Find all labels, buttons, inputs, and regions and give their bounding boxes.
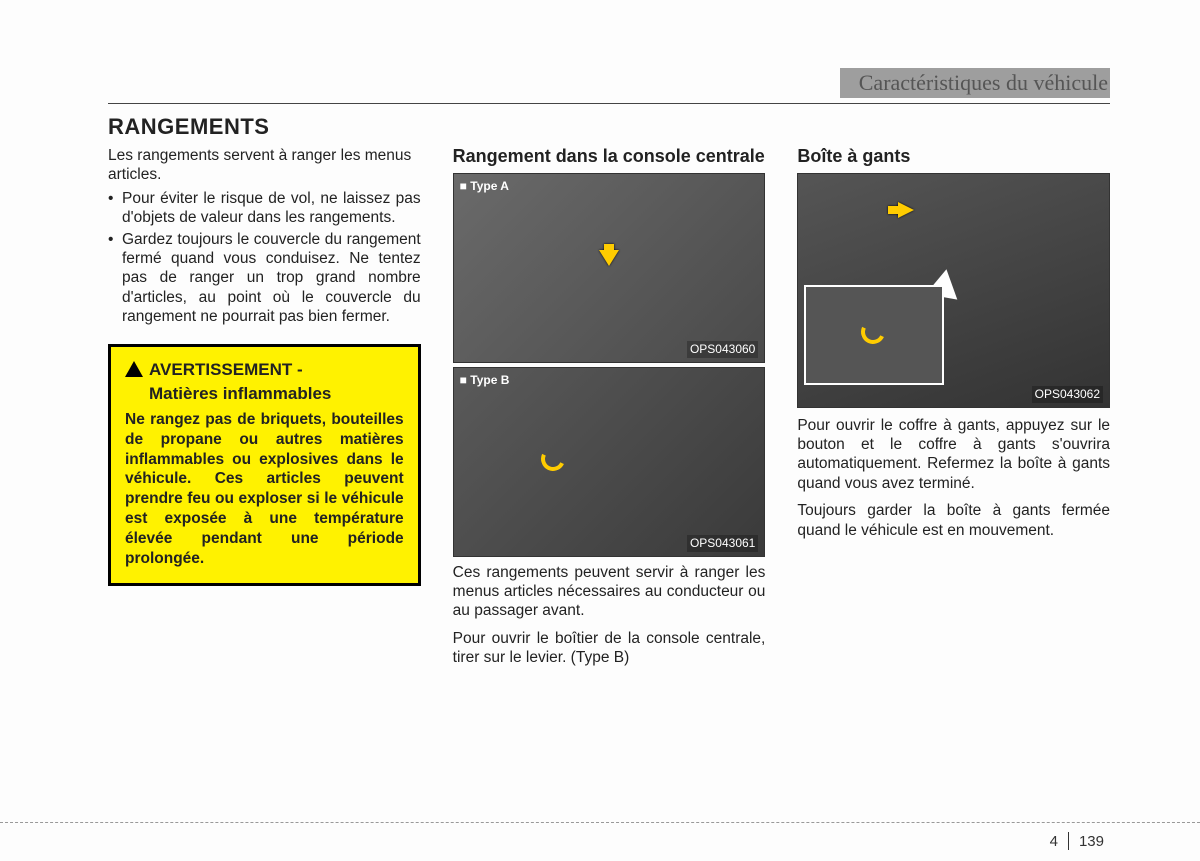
page-header: Caractéristiques du véhicule bbox=[108, 68, 1110, 104]
arrow-right-icon bbox=[898, 202, 914, 218]
warning-subheading: Matières inflammables bbox=[149, 383, 404, 404]
photo-inset bbox=[804, 285, 944, 385]
bullet-item: Gardez toujours le couvercle du rangemen… bbox=[108, 230, 421, 327]
main-title: RANGEMENTS bbox=[108, 114, 1110, 140]
col2-heading: Rangement dans la console centrale bbox=[453, 146, 766, 167]
col3-paragraph-2: Toujours garder la boîte à gants fermée … bbox=[797, 501, 1110, 540]
col3-paragraph-1: Pour ouvrir le coffre à gants, appuyez s… bbox=[797, 416, 1110, 494]
page-footer: 4 139 bbox=[1050, 832, 1104, 850]
arrow-down-icon bbox=[599, 250, 619, 266]
header-rule bbox=[108, 103, 1110, 104]
photo-code: OPS043062 bbox=[1032, 386, 1103, 403]
photo-type-label: ■ Type B bbox=[460, 373, 510, 388]
bullet-item: Pour éviter le risque de vol, ne laissez… bbox=[108, 189, 421, 228]
photo-console-type-b: ■ Type B OPS043061 bbox=[453, 367, 766, 557]
photo-console-type-a: ■ Type A OPS043060 bbox=[453, 173, 766, 363]
photo-code: OPS043060 bbox=[687, 341, 758, 358]
warning-heading-text: AVERTISSEMENT - bbox=[149, 359, 303, 380]
footer-separator bbox=[1068, 832, 1069, 850]
column-middle: Rangement dans la console centrale ■ Typ… bbox=[453, 146, 766, 676]
header-section-title: Caractéristiques du véhicule bbox=[859, 70, 1110, 96]
col2-paragraph-2: Pour ouvrir le boîtier de la console cen… bbox=[453, 629, 766, 668]
warning-triangle-icon bbox=[125, 361, 143, 377]
photo-type-label: ■ Type A bbox=[460, 179, 509, 194]
warning-body: Ne rangez pas de briquets, bouteilles de… bbox=[125, 410, 404, 569]
photo-code: OPS043061 bbox=[687, 535, 758, 552]
chapter-number: 4 bbox=[1050, 833, 1058, 850]
col2-paragraph-1: Ces rangements peuvent servir à ranger l… bbox=[453, 563, 766, 621]
photo-glove-box: OPS043062 bbox=[797, 173, 1110, 408]
arrow-curve-icon bbox=[857, 317, 888, 348]
bullet-list: Pour éviter le risque de vol, ne laissez… bbox=[108, 189, 421, 327]
col3-heading: Boîte à gants bbox=[797, 146, 1110, 167]
page-number: 139 bbox=[1079, 833, 1104, 850]
cut-line bbox=[0, 822, 1200, 823]
intro-text: Les rangements servent à ranger les menu… bbox=[108, 146, 421, 185]
column-right: Boîte à gants OPS043062 Pour ouvrir le c… bbox=[797, 146, 1110, 676]
column-left: Les rangements servent à ranger les menu… bbox=[108, 146, 421, 676]
warning-box: AVERTISSEMENT - Matières inflammables Ne… bbox=[108, 344, 421, 585]
warning-heading: AVERTISSEMENT - bbox=[125, 359, 404, 380]
arrow-curve-icon bbox=[537, 443, 568, 474]
